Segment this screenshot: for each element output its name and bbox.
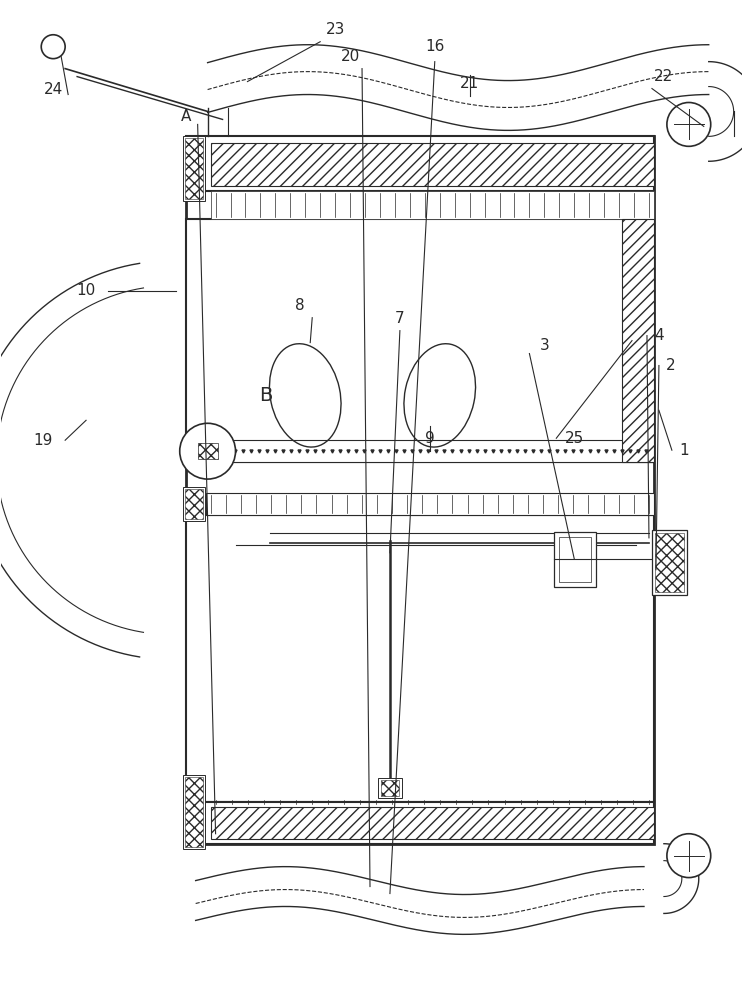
Bar <box>183 775 204 849</box>
Text: 1: 1 <box>679 443 689 458</box>
Text: 21: 21 <box>460 76 479 91</box>
Bar <box>655 533 684 592</box>
Bar <box>186 802 654 844</box>
Text: 20: 20 <box>340 49 360 64</box>
Circle shape <box>667 834 711 878</box>
Bar <box>622 219 654 462</box>
Bar <box>186 136 654 844</box>
Bar <box>185 777 203 847</box>
Bar <box>206 440 654 462</box>
Bar <box>186 136 654 191</box>
Bar <box>186 219 654 462</box>
Text: 25: 25 <box>565 431 584 446</box>
Bar <box>198 443 218 459</box>
Text: 3: 3 <box>539 338 549 353</box>
Text: 19: 19 <box>33 433 53 448</box>
Text: B: B <box>259 386 272 405</box>
Bar <box>210 191 654 219</box>
Text: 16: 16 <box>425 39 444 54</box>
Text: 2: 2 <box>666 358 675 373</box>
Bar <box>183 487 204 521</box>
Text: 7: 7 <box>395 311 405 326</box>
Circle shape <box>42 35 65 59</box>
Bar <box>652 530 687 595</box>
Bar <box>381 780 399 796</box>
Bar <box>210 143 654 186</box>
Bar <box>559 537 591 582</box>
Text: 10: 10 <box>77 283 96 298</box>
Text: 22: 22 <box>655 69 673 84</box>
Bar <box>210 807 654 839</box>
Bar <box>186 515 654 802</box>
Bar <box>183 136 204 201</box>
Text: 23: 23 <box>325 22 345 37</box>
Circle shape <box>180 423 236 479</box>
Text: 9: 9 <box>425 431 435 446</box>
Bar <box>206 493 654 515</box>
Text: 8: 8 <box>296 298 305 313</box>
Circle shape <box>667 102 711 146</box>
Text: A: A <box>181 109 191 124</box>
Bar <box>378 778 402 798</box>
Text: 24: 24 <box>44 82 63 97</box>
Bar <box>185 489 203 519</box>
Text: 4: 4 <box>654 328 663 343</box>
Bar <box>554 532 596 587</box>
Bar <box>185 138 203 199</box>
